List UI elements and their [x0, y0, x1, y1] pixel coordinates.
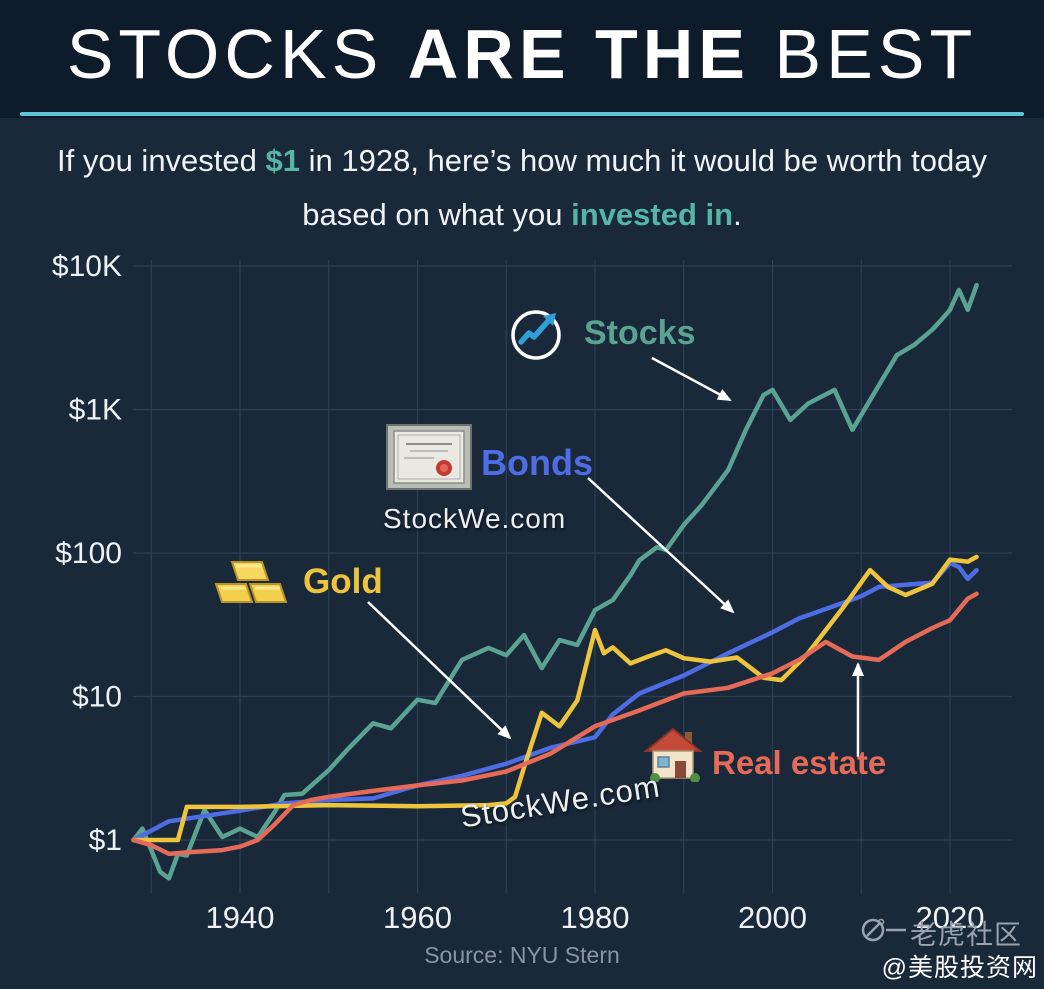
page-title: STOCKS ARE THE BEST [0, 0, 1044, 94]
annotation-arrow-bonds [587, 477, 735, 614]
title-segment: BEST [749, 15, 978, 93]
subtitle-text: If you invested $1 in 1928, here’s how m… [52, 134, 992, 243]
subtitle-amount: $1 [265, 143, 300, 178]
x-tick-label: 2020 [916, 900, 985, 935]
tiger-community-label: 老虎社区 [910, 920, 1022, 950]
x-tick-label: 1940 [206, 900, 275, 935]
x-tick-label: 1960 [383, 900, 452, 935]
title-segment: STOCKS [66, 15, 408, 93]
stocks-label: Stocks [584, 314, 696, 352]
y-tick-label: $10K [52, 250, 122, 283]
x-tick-label: 2000 [738, 900, 807, 935]
y-tick-label: $100 [55, 537, 122, 570]
title-divider [20, 112, 1024, 116]
subtitle-highlight: invested in [571, 197, 734, 233]
house-icon [643, 724, 703, 787]
watermark-stockwe-middle: StockWe.com [383, 503, 567, 534]
y-tick-label: $1 [89, 824, 122, 857]
y-tick-label: $10 [72, 681, 122, 714]
subtitle-segment: in 1928, here’s how much it would be wor… [300, 143, 987, 233]
series-line-gold [131, 554, 979, 843]
subtitle-segment: . [733, 197, 742, 233]
header: STOCKS ARE THE BEST [0, 0, 1044, 118]
gold-bars-icon [210, 554, 288, 615]
real-estate-label: Real estate [712, 744, 887, 781]
series-line-bonds [131, 560, 979, 843]
gold-label: Gold [303, 562, 383, 601]
x-tick-label: 1980 [561, 900, 630, 935]
y-tick-label: $1K [69, 394, 122, 427]
social-handle: @美股投资网 [881, 954, 1038, 982]
bond-certificate-icon [386, 424, 472, 495]
series-line-stocks [131, 282, 979, 881]
bonds-label: Bonds [481, 442, 593, 483]
subtitle-segment: If you invested [57, 143, 266, 178]
annotation-arrow-gold [367, 601, 512, 740]
stocks-trend-icon [508, 304, 568, 367]
tiger-community-branding: 老虎社区 [860, 913, 1022, 952]
title-segment-bold: ARE THE [407, 15, 750, 93]
chart-source: Source: NYU Stern [424, 942, 620, 968]
series-line-real-estate [131, 591, 979, 857]
compass-icon [860, 915, 908, 950]
annotation-arrow-stocks [651, 356, 732, 402]
subtitle: If you invested $1 in 1928, here’s how m… [0, 134, 1044, 243]
